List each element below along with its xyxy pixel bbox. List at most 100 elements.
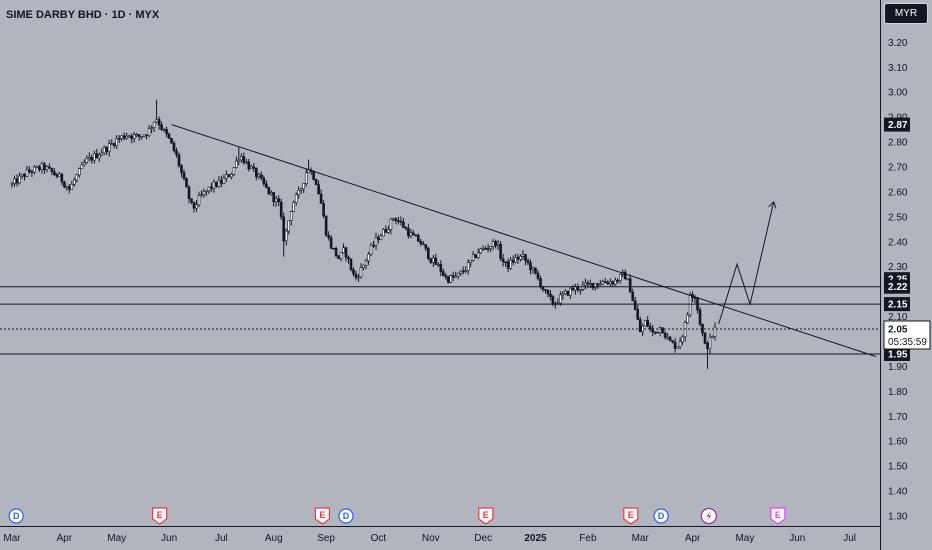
earnings-marker[interactable] bbox=[623, 507, 639, 525]
candle-body bbox=[501, 258, 505, 262]
candle-body bbox=[421, 243, 425, 245]
candle-body bbox=[127, 135, 131, 138]
price-tick-label: 3.10 bbox=[888, 63, 908, 74]
candle-body bbox=[429, 258, 433, 263]
candle-body bbox=[683, 322, 687, 338]
candle-body bbox=[397, 220, 400, 222]
candle-body bbox=[35, 166, 39, 168]
candle-body bbox=[474, 254, 478, 258]
candle-body bbox=[190, 198, 193, 203]
candle-body bbox=[369, 244, 373, 255]
candle-body bbox=[426, 248, 430, 259]
dividend-marker-label: D bbox=[658, 511, 665, 521]
candle-body bbox=[499, 244, 502, 260]
candle-body bbox=[112, 143, 116, 146]
candle-body bbox=[18, 175, 21, 184]
currency-button[interactable]: MYR bbox=[884, 3, 928, 24]
candle-body bbox=[713, 326, 717, 337]
earnings-marker[interactable] bbox=[314, 507, 330, 525]
lightning-icon bbox=[706, 511, 712, 521]
candle-body bbox=[496, 244, 500, 247]
candle-body bbox=[509, 259, 512, 269]
candle-body bbox=[105, 147, 108, 152]
candle-body bbox=[364, 260, 368, 266]
candle-body bbox=[419, 241, 423, 244]
candle-body bbox=[344, 247, 348, 258]
candle-body bbox=[444, 275, 448, 278]
candle-body bbox=[486, 248, 490, 250]
projection-path[interactable] bbox=[718, 201, 775, 325]
candle-body bbox=[469, 259, 473, 263]
candle-body bbox=[33, 166, 36, 173]
candle-body bbox=[564, 290, 567, 295]
candle-body bbox=[182, 172, 186, 179]
candle-body bbox=[663, 332, 667, 338]
candle-body bbox=[250, 166, 253, 170]
time-axis[interactable]: Mar Apr May Jun Jul Aug Sep Oct Nov Dec 2025 Feb Mar… bbox=[3, 533, 856, 544]
candle-body bbox=[322, 203, 325, 217]
dividend-marker[interactable] bbox=[338, 508, 354, 524]
symbol-title: SIME DARBY BHD · 1D · MYX bbox=[6, 9, 160, 21]
time-tick-label: Aug bbox=[265, 533, 283, 544]
candle-body bbox=[441, 271, 445, 276]
earnings-marker[interactable] bbox=[152, 507, 168, 525]
candle-body bbox=[215, 181, 218, 187]
candle-body bbox=[235, 160, 238, 168]
candle-body bbox=[107, 143, 111, 152]
candle-body bbox=[491, 241, 495, 247]
time-tick-label: 2025 bbox=[524, 533, 547, 544]
price-tag-label: 2.15 bbox=[888, 300, 908, 311]
earnings-marker[interactable] bbox=[770, 507, 786, 525]
dividend-marker[interactable] bbox=[653, 508, 669, 524]
earnings-marker[interactable] bbox=[478, 507, 494, 525]
candle-body bbox=[613, 279, 617, 285]
candle-body bbox=[284, 230, 288, 242]
candle-body bbox=[195, 204, 198, 209]
candle-body bbox=[628, 278, 632, 293]
candle-body bbox=[210, 186, 213, 189]
candle-body bbox=[242, 156, 246, 163]
candle-body bbox=[20, 174, 24, 177]
candle-body bbox=[297, 190, 301, 196]
candle-body bbox=[394, 218, 398, 221]
candle-body bbox=[706, 342, 709, 350]
candle-body bbox=[269, 192, 273, 195]
candle-body bbox=[152, 121, 156, 128]
candle-body bbox=[140, 136, 143, 138]
candle-body bbox=[185, 178, 188, 188]
candle-body bbox=[708, 337, 712, 350]
candle-body bbox=[50, 167, 54, 172]
trendline[interactable] bbox=[171, 124, 876, 357]
candle-body bbox=[287, 220, 291, 232]
candle-body bbox=[531, 267, 535, 271]
candle-body bbox=[332, 247, 335, 250]
candle-body bbox=[319, 193, 323, 204]
candle-body bbox=[354, 273, 358, 278]
candle-body bbox=[646, 319, 650, 327]
candle-body bbox=[656, 331, 659, 334]
dividend-marker[interactable] bbox=[8, 508, 24, 524]
candle-body bbox=[63, 181, 66, 188]
price-tick-label: 3.00 bbox=[888, 88, 908, 99]
price-tick-label: 2.60 bbox=[888, 187, 908, 198]
candle-body bbox=[304, 172, 308, 184]
dividend-marker-label: D bbox=[13, 511, 20, 521]
candle-body bbox=[307, 169, 310, 174]
candle-body bbox=[666, 336, 669, 339]
earnings-marker-label: E bbox=[483, 510, 489, 520]
price-tick-label: 1.40 bbox=[888, 487, 908, 498]
candle-body bbox=[571, 287, 575, 291]
candle-body bbox=[434, 257, 438, 265]
candle-body bbox=[367, 253, 370, 262]
candle-body bbox=[686, 314, 689, 323]
candle-body bbox=[162, 129, 166, 131]
candle-body bbox=[175, 150, 178, 155]
candle-body bbox=[165, 129, 168, 135]
candle-body bbox=[115, 138, 118, 146]
price-tag bbox=[884, 347, 910, 361]
candle-body bbox=[516, 257, 520, 260]
candle-body bbox=[264, 183, 268, 188]
time-tick-label: May bbox=[735, 533, 754, 544]
